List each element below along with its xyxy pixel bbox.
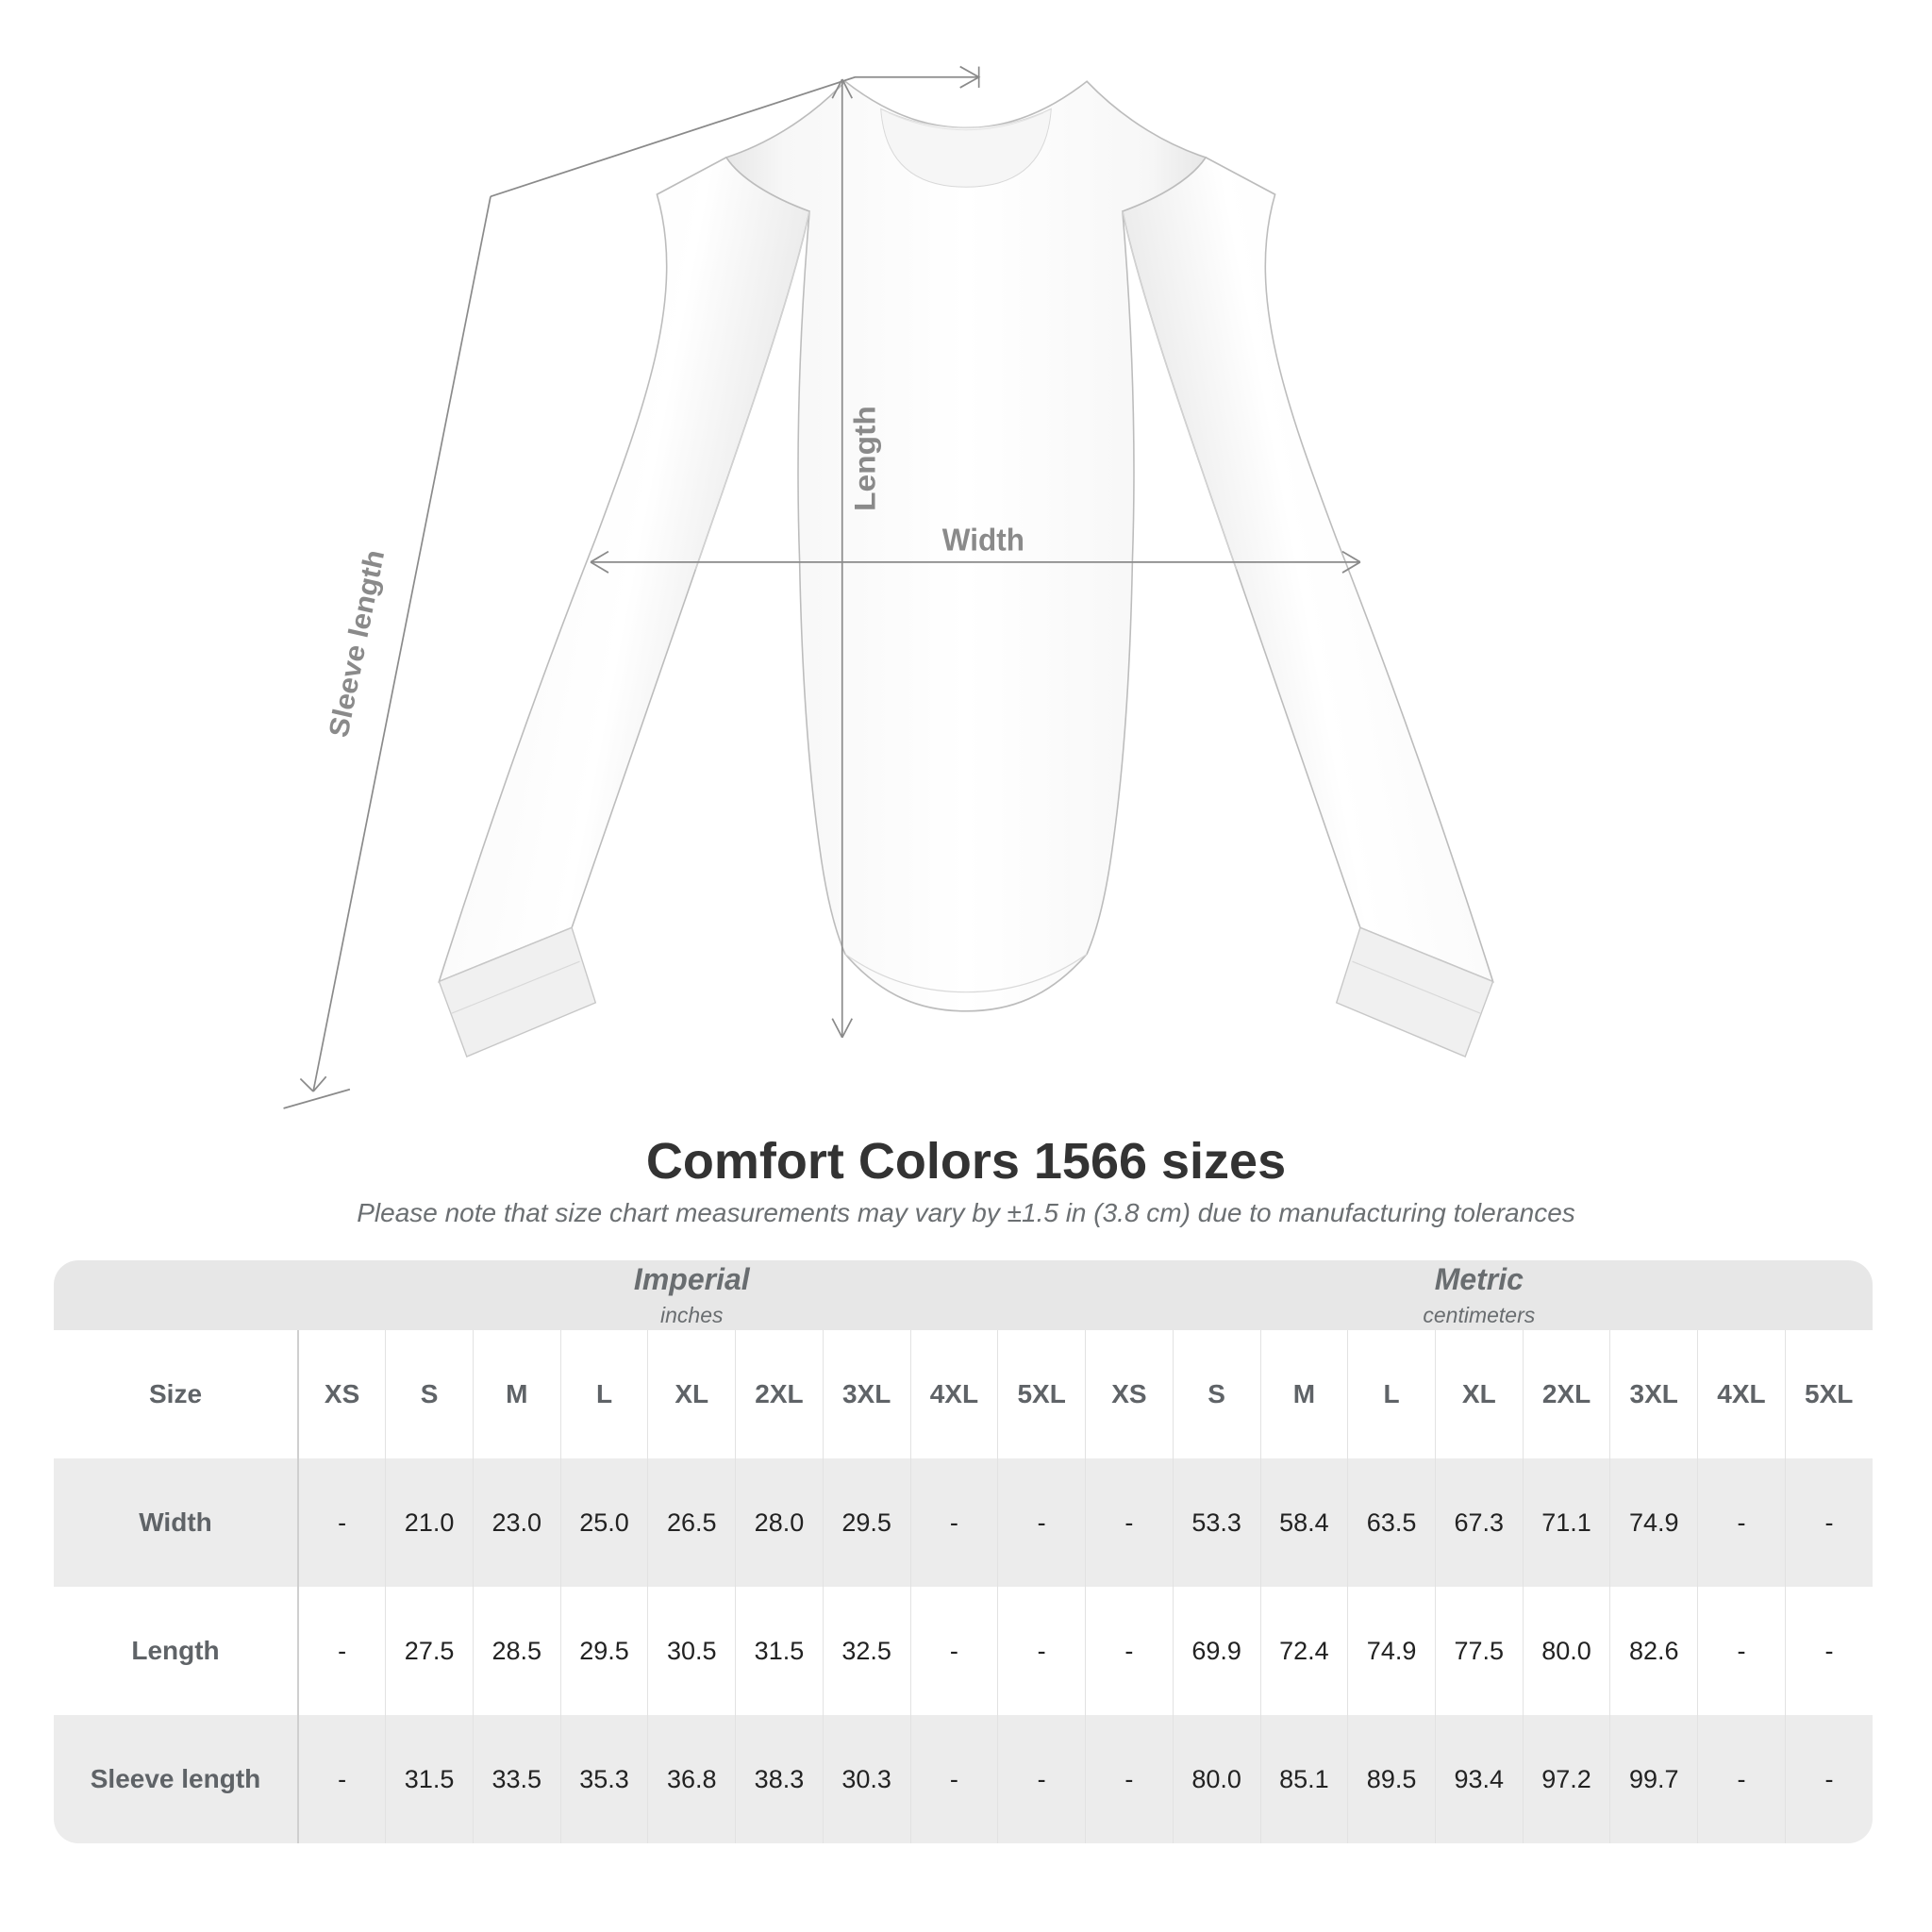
svg-text:Width: Width	[942, 523, 1024, 558]
svg-text:Sleeve length: Sleeve length	[323, 547, 391, 741]
svg-text:Length: Length	[848, 406, 881, 511]
